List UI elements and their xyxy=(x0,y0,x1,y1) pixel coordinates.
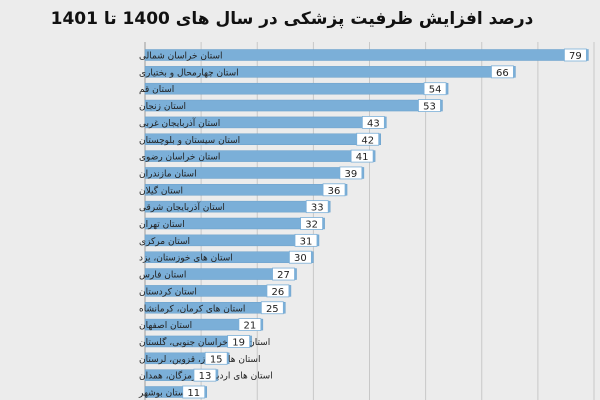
value-label-box xyxy=(272,267,295,281)
bar xyxy=(144,302,286,314)
value-label: 79 xyxy=(569,51,582,62)
category-label: استان اصفهان xyxy=(139,321,192,331)
bar xyxy=(144,150,376,162)
bar xyxy=(144,285,292,297)
category-label: استان بوشهر xyxy=(138,389,188,399)
bar xyxy=(144,251,314,263)
value-label-box xyxy=(563,48,587,62)
value-label: 27 xyxy=(277,270,290,281)
value-label-box xyxy=(361,116,385,129)
value-label: 31 xyxy=(300,236,313,247)
value-label: 13 xyxy=(199,371,212,382)
category-label: استان فارس xyxy=(139,271,186,281)
chart-title: درصد افزایش ظرفیت پزشکی در سال های 1400 … xyxy=(51,9,534,29)
value-label-box xyxy=(227,335,251,348)
bar xyxy=(144,268,297,280)
value-label-box xyxy=(182,385,206,399)
value-label-box xyxy=(350,149,374,163)
bar xyxy=(144,234,320,247)
category-labels: استان خراسان شمالی استان چهارمحال و بختیا… xyxy=(138,52,273,399)
category-label: استان تهران xyxy=(139,220,185,230)
bar xyxy=(144,66,516,78)
value-label: 36 xyxy=(328,186,341,197)
category-label: استان های کرمان، کرمانشاه xyxy=(139,304,245,314)
value-label-box xyxy=(418,99,441,112)
value-label: 11 xyxy=(187,388,200,399)
category-label: استان قم xyxy=(139,85,174,95)
value-label-box xyxy=(266,284,290,298)
value-label: 26 xyxy=(272,287,285,298)
bar xyxy=(144,200,331,213)
category-label: استان آذربایجان شرقی xyxy=(139,201,225,213)
value-label-box xyxy=(294,233,318,247)
category-label: استان خراسان رضوی xyxy=(139,153,220,163)
value-label: 54 xyxy=(429,85,442,96)
bar xyxy=(144,335,252,348)
value-label: 41 xyxy=(356,152,369,163)
bar xyxy=(144,116,387,129)
bar xyxy=(144,318,264,331)
value-label-box xyxy=(193,368,217,382)
bar xyxy=(144,217,325,230)
value-label: 66 xyxy=(496,68,509,79)
category-label: استان آذربایجان غربی xyxy=(139,117,220,129)
bar xyxy=(144,49,589,61)
category-label: استان های خوزستان، یزد xyxy=(139,254,233,264)
category-label: استان مرکزی xyxy=(139,237,190,247)
value-label: 32 xyxy=(305,220,318,231)
value-label: 19 xyxy=(232,337,245,348)
value-label-box xyxy=(322,183,346,197)
bar xyxy=(144,352,230,365)
category-label: استان کردستان xyxy=(139,287,197,297)
value-label: 53 xyxy=(423,102,436,113)
value-label: 30 xyxy=(294,253,307,264)
value-label-box xyxy=(204,351,228,365)
value-label: 21 xyxy=(243,321,256,332)
value-label: 33 xyxy=(311,203,324,214)
value-label: 39 xyxy=(345,169,358,180)
value-label-box xyxy=(339,166,363,180)
bar xyxy=(144,133,381,145)
category-label: استان های خراسان جنوبی، گلستان xyxy=(139,336,270,348)
category-label: استان چهارمحال و بختیاری xyxy=(139,68,239,78)
value-label-box xyxy=(356,132,380,146)
category-label: استان های البرز، قزوین، لرستان xyxy=(139,355,260,365)
value-label: 43 xyxy=(367,118,380,129)
value-label-box xyxy=(300,217,324,230)
bar xyxy=(144,82,449,95)
category-label: استان گیلان xyxy=(139,184,183,196)
bar xyxy=(144,369,219,381)
category-label: استان خراسان شمالی xyxy=(139,52,222,62)
category-label: استان سیستان و بلوچستان xyxy=(139,136,240,146)
value-label-box xyxy=(288,250,312,264)
value-label-box xyxy=(305,200,329,214)
value-label-box xyxy=(491,65,514,79)
value-label-box xyxy=(238,318,262,332)
category-label: استان زنجان xyxy=(139,102,186,112)
value-label-box xyxy=(260,301,284,315)
value-label: 25 xyxy=(266,304,279,315)
value-label: 42 xyxy=(361,135,374,146)
bar xyxy=(144,167,365,179)
value-labels: 79 66 54 53 43 42 41 39 36 33 32 31 30 27 26 25 21 19 15 13… xyxy=(182,48,587,399)
bars xyxy=(144,49,589,398)
bar xyxy=(144,184,348,196)
value-label: 15 xyxy=(210,354,223,365)
category-label: استان مازندران xyxy=(139,169,197,179)
value-label-box xyxy=(423,82,447,96)
bar xyxy=(144,386,207,398)
bar xyxy=(144,99,443,112)
